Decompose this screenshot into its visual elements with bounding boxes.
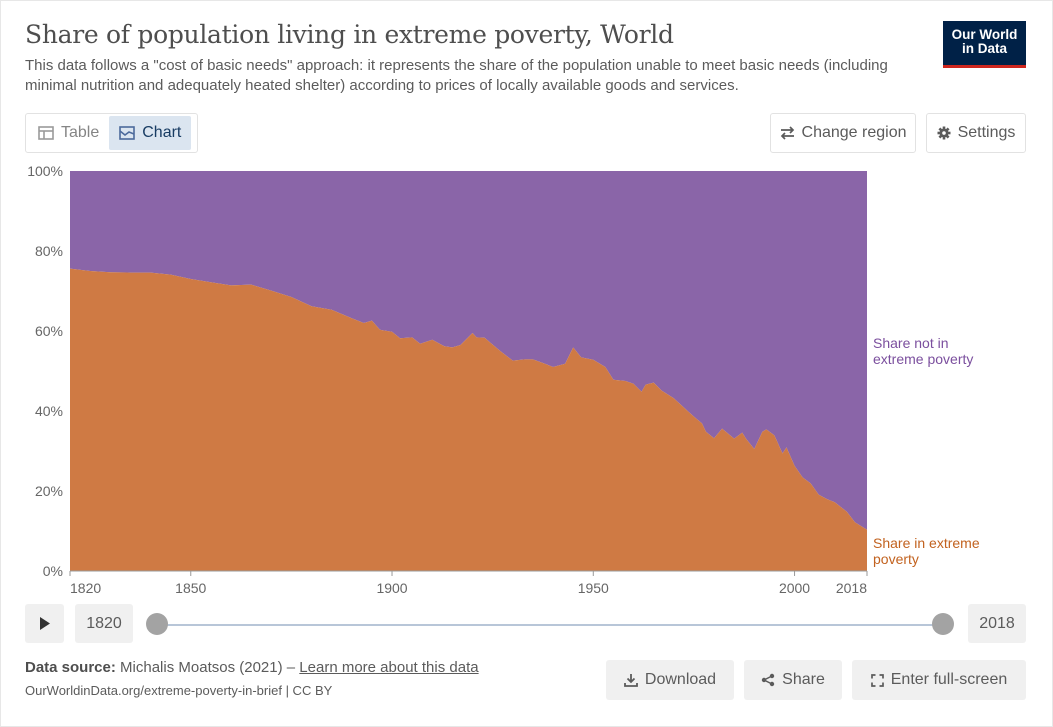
x-tick-label: 2000 — [779, 580, 810, 596]
gear-icon — [937, 126, 951, 140]
stacked-area-chart: 0% 20% 40% 60% 80% 100% 1820 1850 1900 1950 2000 20… — [27, 163, 980, 596]
share-label: Share — [782, 671, 825, 688]
source-text: Michalis Moatsos (2021) – — [120, 659, 296, 676]
settings-button[interactable]: Settings — [926, 113, 1026, 153]
y-tick-label: 60% — [35, 323, 63, 339]
area-not-in-poverty — [70, 171, 867, 530]
timeline-start-year[interactable]: 1820 — [75, 604, 133, 643]
x-tick-label: 1900 — [376, 580, 407, 596]
share-icon — [761, 673, 775, 687]
timeline-start-handle[interactable] — [146, 613, 168, 635]
chart-subtitle: This data follows a "cost of basic needs… — [25, 57, 888, 94]
x-tick-label: 2018 — [836, 580, 867, 596]
logo-line-2: in Data — [961, 41, 1007, 56]
x-tick-label: 1850 — [175, 580, 206, 596]
timeline-end-year[interactable]: 2018 — [968, 604, 1026, 643]
area-in-poverty — [70, 268, 867, 571]
change-region-button[interactable]: Change region — [770, 113, 916, 153]
view-tabs: Table Chart — [25, 113, 198, 153]
fullscreen-icon — [870, 673, 884, 687]
tab-table[interactable]: Table — [28, 116, 109, 150]
fullscreen-button[interactable]: Enter full-screen — [852, 660, 1026, 700]
series-label-not-in-poverty: Share not in — [873, 335, 949, 351]
y-tick-label: 100% — [27, 163, 63, 179]
chart-title: Share of population living in extreme po… — [25, 20, 674, 49]
series-label-in-poverty: Share in extreme — [873, 535, 980, 551]
download-button[interactable]: Download — [606, 660, 734, 700]
y-tick-label: 0% — [43, 563, 63, 579]
data-source: Data source: Michalis Moatsos (2021) – L… — [25, 659, 479, 676]
owid-logo[interactable]: Our World in Data — [943, 21, 1026, 68]
learn-more-link[interactable]: Learn more about this data — [299, 659, 479, 676]
settings-label: Settings — [957, 124, 1016, 141]
source-label: Data source: — [25, 659, 116, 676]
x-tick-label: 1950 — [578, 580, 609, 596]
change-region-label: Change region — [801, 124, 907, 141]
chart-icon — [119, 126, 136, 140]
series-label-not-in-poverty: extreme poverty — [873, 351, 973, 367]
x-tick-label: 1820 — [70, 580, 101, 596]
timeline-end-handle[interactable] — [932, 613, 954, 635]
download-label: Download — [644, 671, 717, 688]
table-icon — [38, 126, 54, 140]
swap-arrows-icon — [780, 126, 794, 140]
download-icon — [624, 674, 638, 687]
y-tick-label: 80% — [35, 243, 63, 259]
y-tick-label: 40% — [35, 403, 63, 419]
series-label-in-poverty: poverty — [873, 551, 919, 567]
tab-table-label: Table — [61, 124, 100, 141]
play-button[interactable] — [25, 604, 64, 643]
timeline-track[interactable] — [157, 624, 943, 626]
logo-line-1: Our World — [951, 27, 1018, 42]
fullscreen-label: Enter full-screen — [890, 671, 1008, 688]
y-tick-label: 20% — [35, 483, 63, 499]
tab-chart[interactable]: Chart — [109, 116, 192, 150]
play-icon — [39, 617, 50, 630]
share-button[interactable]: Share — [744, 660, 842, 700]
source-url[interactable]: OurWorldinData.org/extreme-poverty-in-br… — [25, 683, 333, 698]
tab-chart-label: Chart — [142, 124, 182, 141]
